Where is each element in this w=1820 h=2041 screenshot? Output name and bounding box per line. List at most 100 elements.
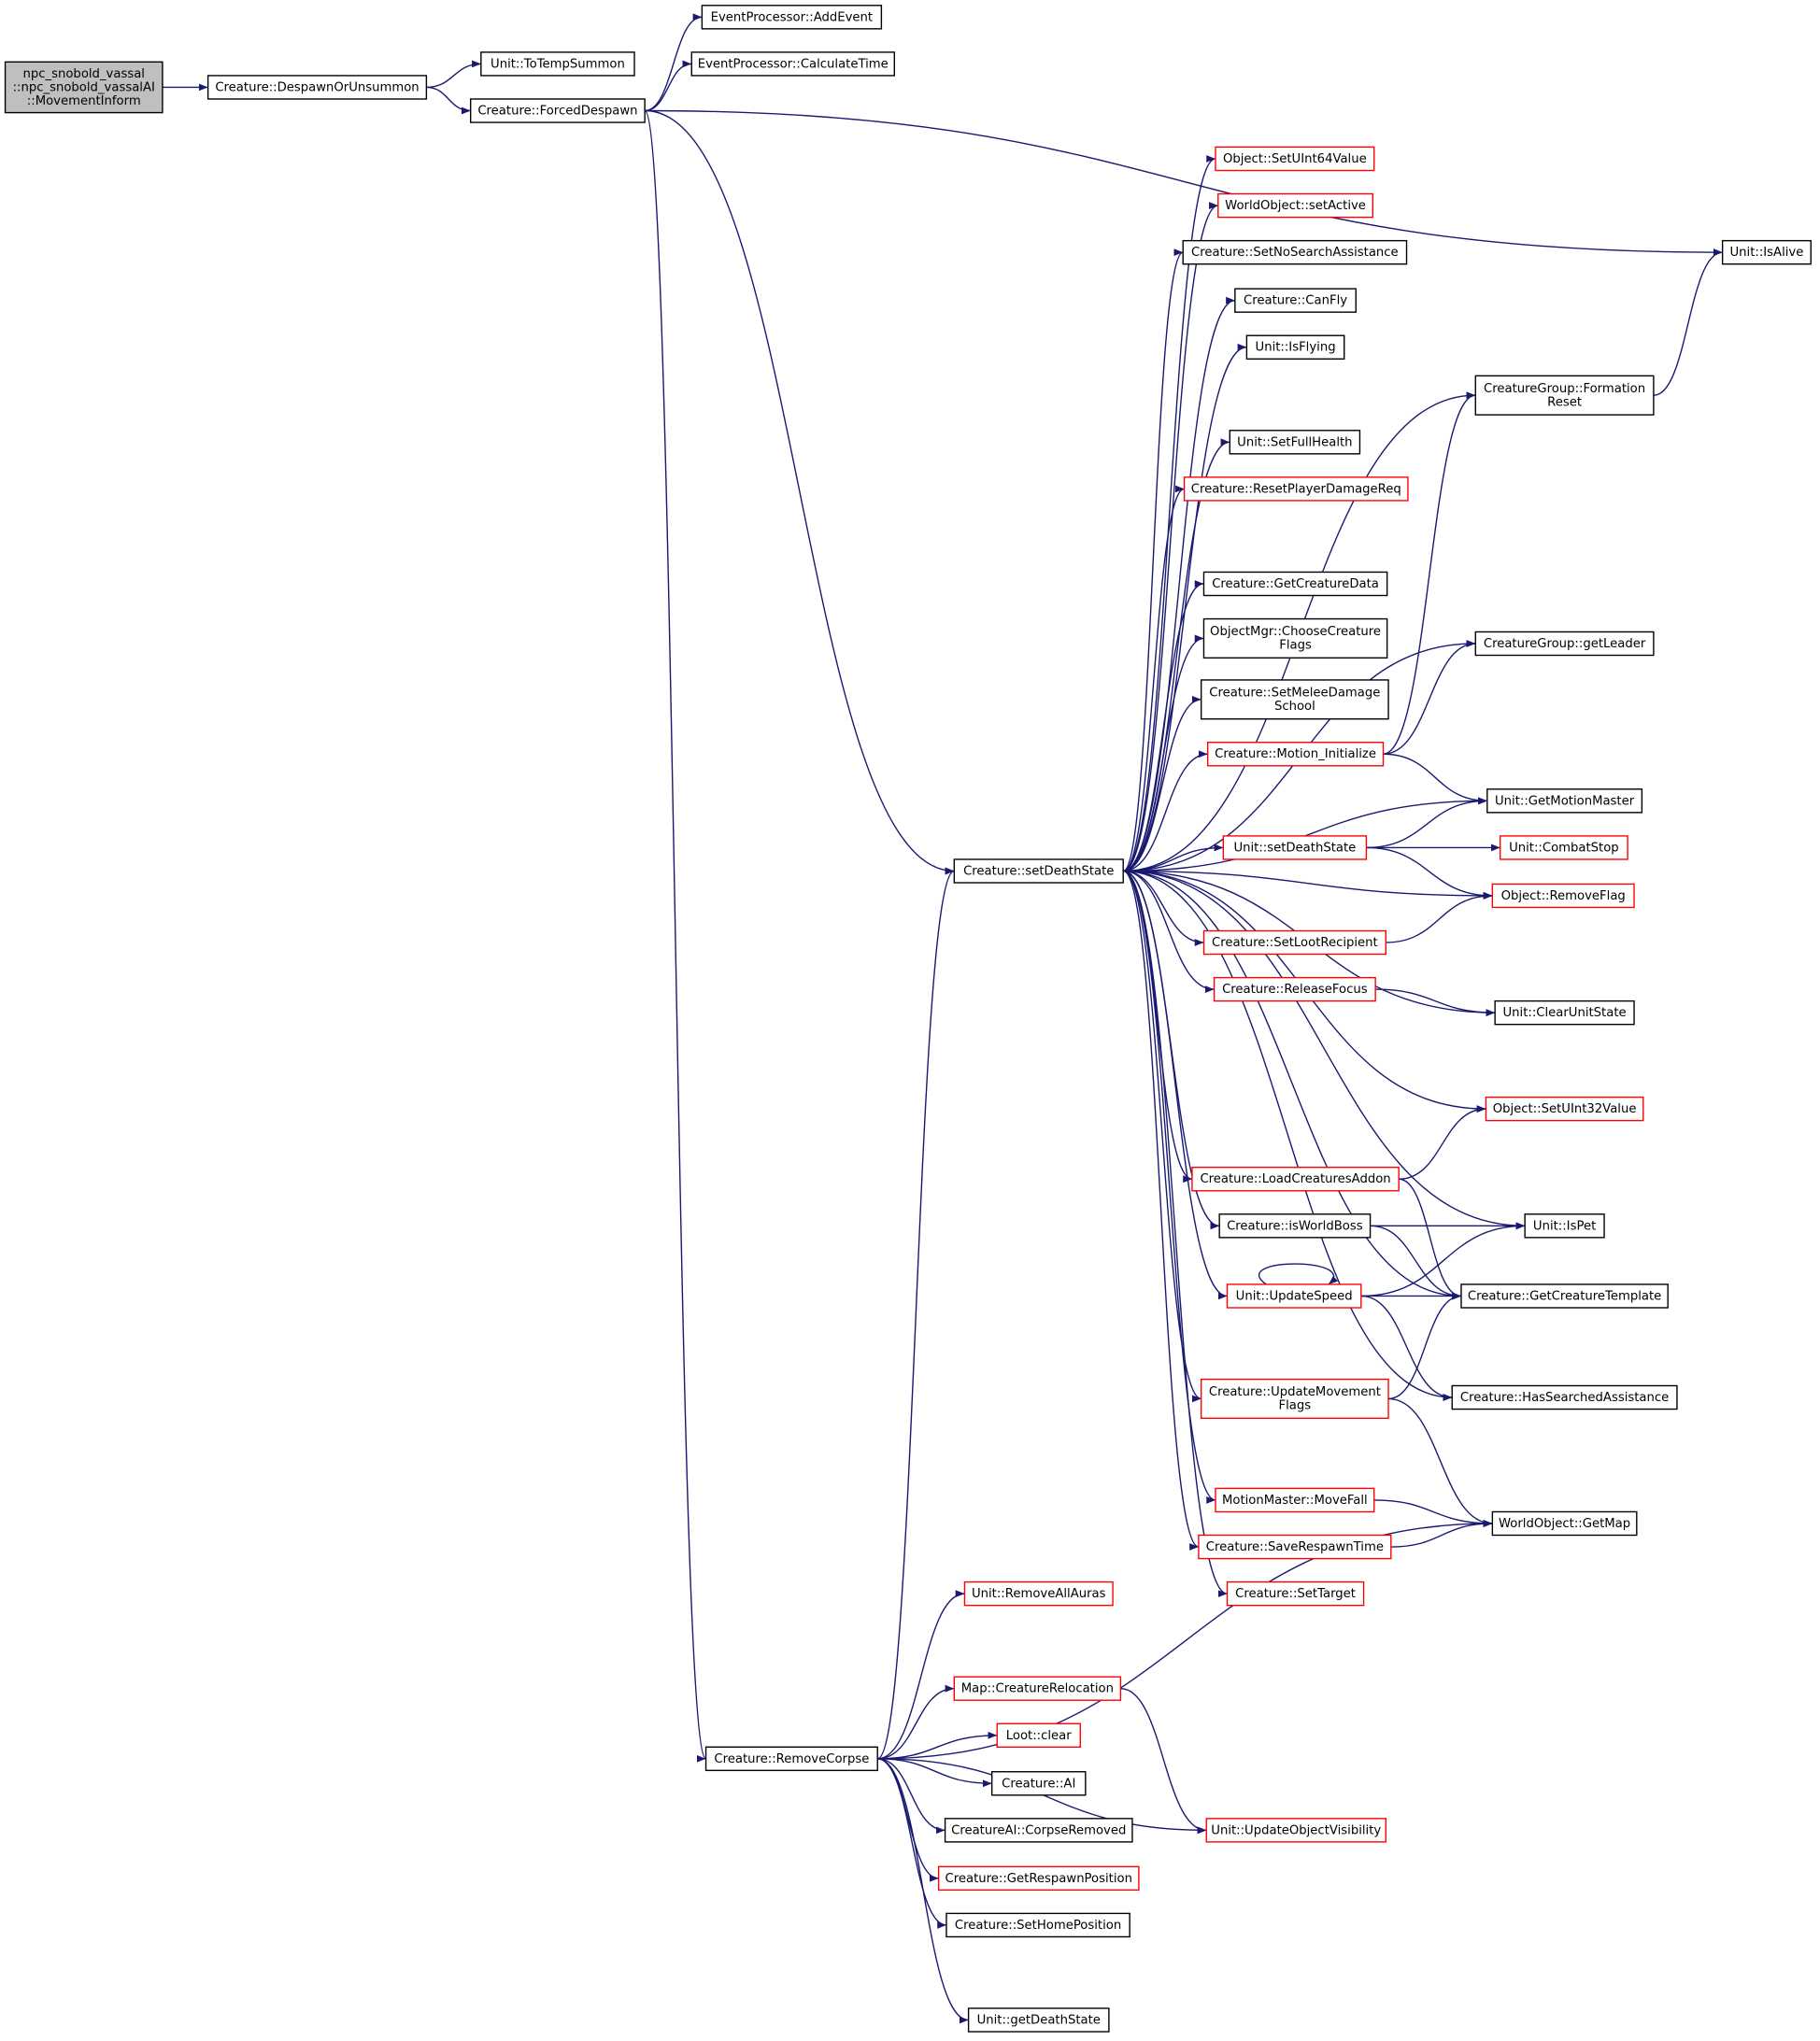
node-label: ::MovementInform (27, 94, 141, 108)
node: Unit::CombatStop (1500, 835, 1628, 860)
node-box (701, 5, 883, 30)
node-box (1500, 835, 1628, 860)
edge (1370, 1225, 1461, 1300)
node-box (953, 1676, 1122, 1701)
node-label: CreatureGroup::Formation (1484, 382, 1645, 396)
node: Unit::ClearUnitState (1494, 999, 1635, 1026)
node: Unit::getDeathState (967, 2007, 1110, 2033)
node-label: Creature::HasSearchedAssistance (1460, 1391, 1669, 1405)
node: Creature::setDeathState (953, 858, 1124, 884)
node: Creature::RemoveCorpse (704, 1746, 878, 1772)
node-label: Creature::ResetPlayerDamageReq (1191, 482, 1401, 496)
node-label: Unit::IsPet (1533, 1219, 1596, 1233)
node-label: Object::SetUInt64Value (1223, 152, 1367, 166)
edge (1360, 1295, 1453, 1401)
node-box (1215, 1487, 1375, 1513)
node-label: Creature::ReleaseFocus (1222, 983, 1368, 997)
node-label: Creature::SetTarget (1235, 1587, 1356, 1601)
node: Loot::clear (996, 1722, 1081, 1749)
node-box (1234, 288, 1357, 313)
node-label: Creature::SaveRespawnTime (1206, 1540, 1384, 1554)
node-label: Unit::UpdateObjectVisibility (1211, 1823, 1381, 1837)
edge (1399, 1105, 1486, 1180)
node-label: Creature::DespawnOrUnsummon (215, 80, 419, 94)
node-label: Creature::SetNoSearchAssistance (1191, 246, 1399, 260)
node: Creature::isWorldBoss (1218, 1213, 1372, 1239)
node-label: Unit::IsAlive (1730, 246, 1804, 260)
node-box (480, 51, 635, 77)
node: Unit::GetMotionMaster (1486, 788, 1643, 814)
node: Unit::UpdateObjectVisibility (1205, 1818, 1386, 1843)
edge (877, 1758, 946, 1835)
node-box (944, 1818, 1133, 1843)
edge (426, 60, 481, 89)
node-box (1491, 883, 1635, 909)
edge (877, 1731, 998, 1760)
edge (1123, 870, 1228, 1597)
node-label: Creature::LoadCreaturesAddon (1200, 1172, 1390, 1186)
node-box (1205, 1818, 1386, 1843)
node: Creature::ResetPlayerDamageReq (1183, 476, 1409, 502)
node: Object::SetUInt64Value (1215, 146, 1375, 172)
edge (645, 13, 703, 112)
node-box (1485, 1096, 1644, 1122)
node-box (1218, 1213, 1372, 1239)
node-box (1202, 617, 1388, 659)
edge (1375, 988, 1496, 1017)
edge (1123, 155, 1216, 872)
edge (1123, 870, 1461, 1300)
node-box (1198, 1534, 1392, 1560)
node-box (1460, 1283, 1669, 1309)
node-box (963, 1580, 1114, 1607)
node-label: WorldObject::setActive (1225, 199, 1366, 213)
edge (1123, 870, 1493, 900)
edge (1123, 870, 1526, 1230)
node: Creature::ForcedDespawn (470, 98, 646, 123)
edge (1123, 843, 1224, 872)
edge (1123, 634, 1204, 872)
node: Unit::IsAlive (1721, 239, 1812, 265)
edges (162, 13, 1723, 2024)
node-box (704, 1746, 878, 1772)
edge (877, 1758, 992, 1788)
node-label: Object::RemoveFlag (1501, 889, 1626, 903)
edge (1123, 870, 1228, 1300)
node-label: Creature::SetHomePosition (955, 1919, 1121, 1933)
node-box (1226, 1580, 1365, 1607)
node-box (1200, 679, 1389, 720)
node: Creature::GetRespawnPosition (937, 1865, 1140, 1892)
node-label: Reset (1547, 396, 1582, 410)
edge (1366, 797, 1487, 849)
node-label: School (1274, 700, 1315, 714)
node-label: Creature::ForcedDespawn (477, 105, 637, 119)
node: Creature::SetNoSearchAssistance (1182, 239, 1408, 265)
edge (645, 109, 955, 875)
node-box (1721, 239, 1812, 265)
node: Unit::IsPet (1524, 1213, 1605, 1239)
edge (1373, 1499, 1493, 1527)
edge (1390, 1520, 1493, 1548)
node-box (206, 75, 428, 100)
node-label: Creature::SetMeleeDamage (1209, 687, 1380, 701)
node-box (1191, 1167, 1400, 1192)
edge (876, 867, 955, 1760)
edge (1123, 202, 1218, 872)
node-box (1474, 631, 1655, 657)
edge (1383, 391, 1476, 755)
node: Unit::RemoveAllAuras (963, 1580, 1114, 1607)
node-box (1215, 146, 1375, 172)
node-label: EventProcessor::AddEvent (711, 10, 873, 24)
nodes: npc_snobold_vassal::npc_snobold_vassalAI… (4, 5, 1812, 2033)
edge (644, 109, 707, 1763)
node-label: Creature::CanFly (1244, 294, 1347, 308)
node-label: EventProcessor::CalculateTime (698, 57, 889, 71)
node-box (1474, 375, 1655, 416)
node-box (1183, 476, 1409, 502)
node-label: Unit::ClearUnitState (1503, 1006, 1627, 1020)
node-box (1229, 430, 1361, 455)
node: Creature::GetCreatureTemplate (1460, 1283, 1669, 1309)
edge (1386, 892, 1493, 943)
